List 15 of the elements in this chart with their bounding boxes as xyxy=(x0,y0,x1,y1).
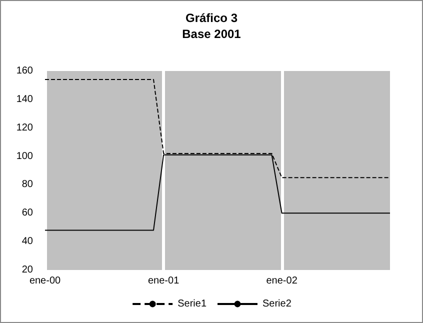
y-tick-label: 20 xyxy=(22,264,34,276)
legend-label: Serie1 xyxy=(178,298,207,310)
y-tick-label: 40 xyxy=(22,236,34,248)
y-tick-label: 80 xyxy=(22,179,34,190)
y-tick-label: 140 xyxy=(16,94,34,105)
y-tick-label: 120 xyxy=(16,122,34,134)
chart-title: Gráfico 3 xyxy=(185,11,238,25)
chart-subtitle: Base 2001 xyxy=(182,27,242,41)
legend-label: Serie2 xyxy=(262,298,292,310)
y-tick-label: 60 xyxy=(22,208,34,219)
y-tick-label: 100 xyxy=(16,150,34,162)
x-tick-label: ene-00 xyxy=(29,276,62,286)
y-tick-label: 160 xyxy=(16,66,34,76)
x-tick-label: ene-02 xyxy=(266,276,298,286)
x-tick-label: ene-01 xyxy=(148,276,180,286)
